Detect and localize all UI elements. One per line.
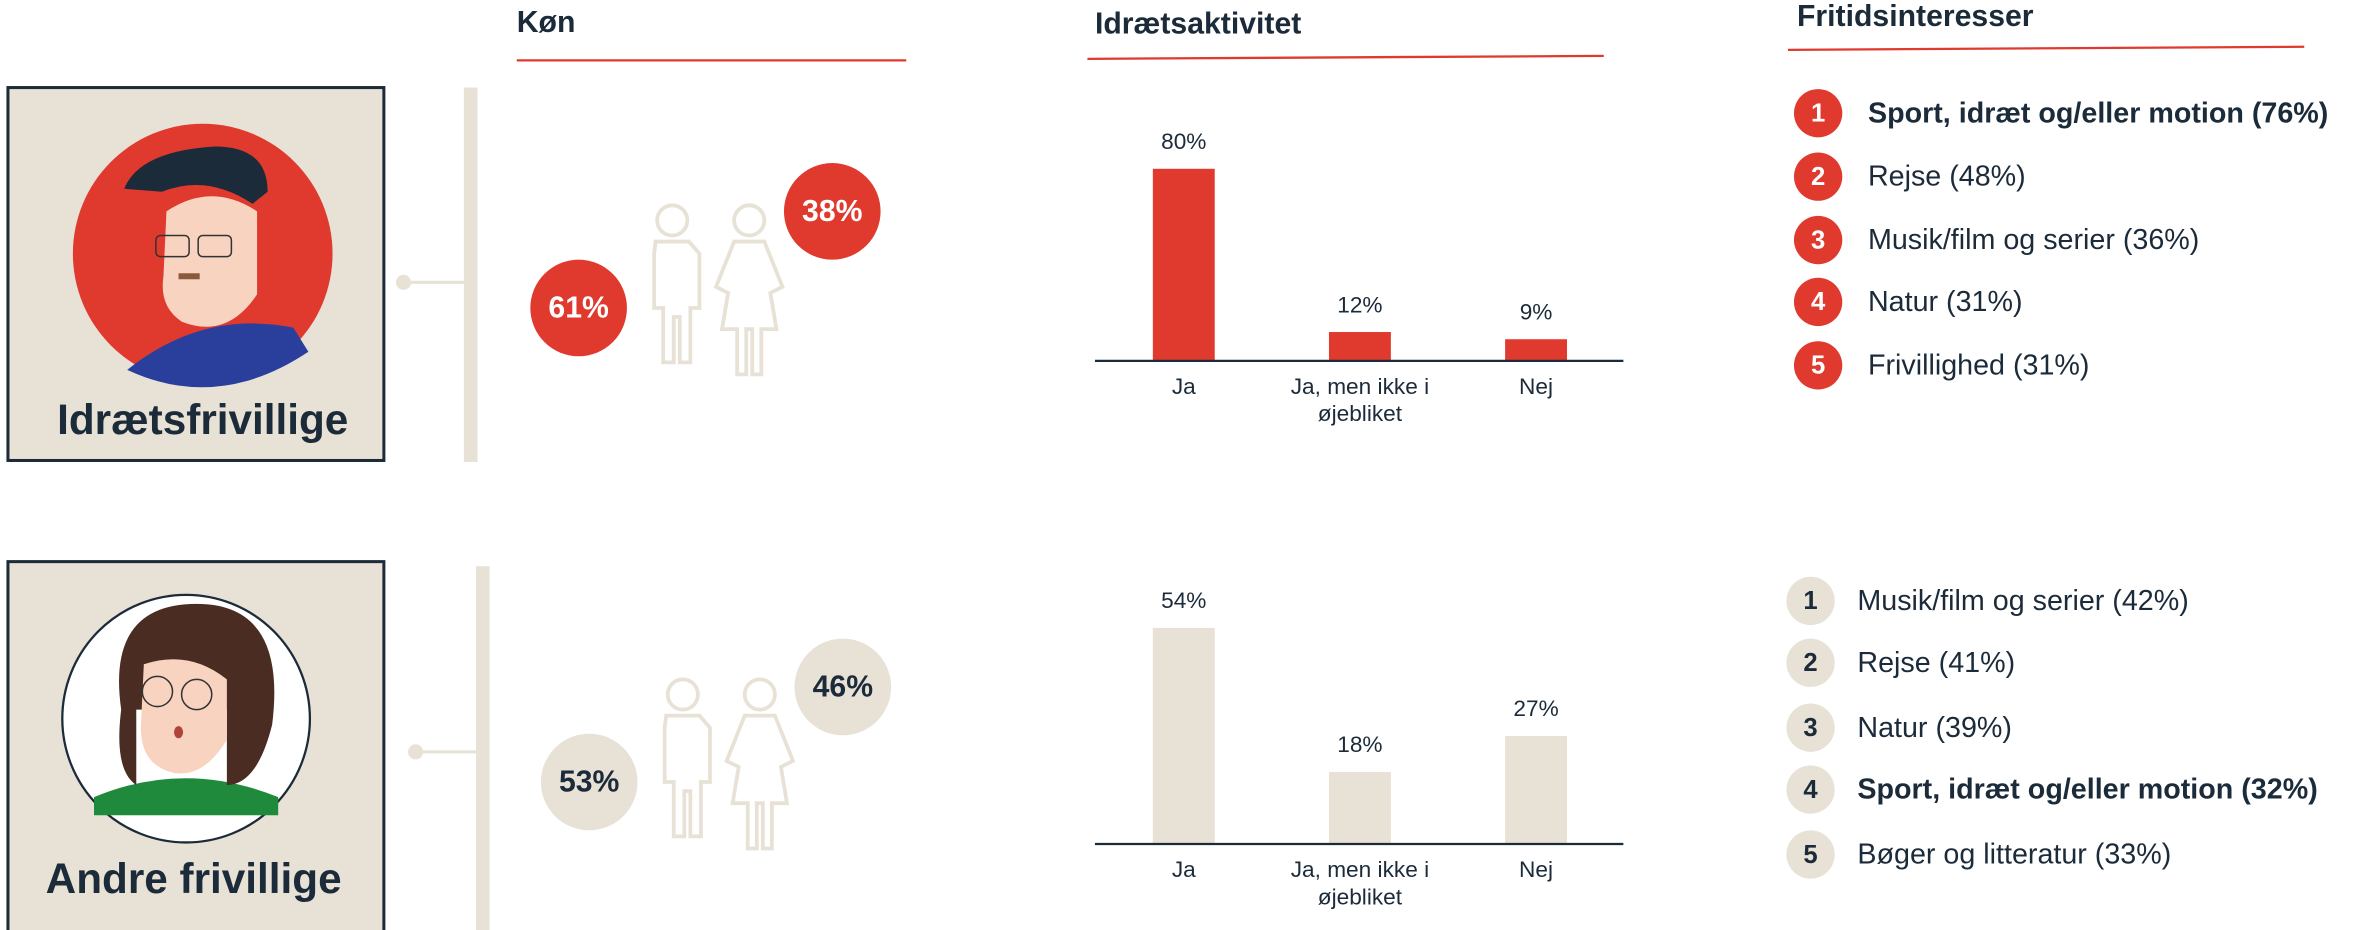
interest-item: Frivillighed (31%) bbox=[1868, 349, 2089, 381]
value-label: 18% bbox=[1337, 732, 1382, 757]
gender-share: 46% bbox=[813, 670, 874, 703]
gender-share: 61% bbox=[548, 291, 609, 324]
bar bbox=[1505, 339, 1567, 361]
header-gender: Køn bbox=[517, 6, 576, 39]
interest-item: Rejse (48%) bbox=[1868, 161, 2026, 193]
rank-number: 5 bbox=[1811, 352, 1825, 380]
value-label: 12% bbox=[1337, 292, 1382, 317]
value-label: 54% bbox=[1161, 588, 1206, 613]
value-label: 27% bbox=[1513, 696, 1558, 721]
interest-item: Natur (39%) bbox=[1857, 712, 2012, 744]
category-label: Ja bbox=[1093, 858, 1274, 885]
interest-item: Sport, idræt og/eller motion (32%) bbox=[1857, 774, 2317, 806]
x-tick-label: Nej bbox=[1445, 858, 1626, 918]
group-label: Andre frivillige bbox=[46, 855, 342, 902]
bar bbox=[1329, 772, 1391, 844]
x-tick-label: Ja, men ikke i øjebliket bbox=[1269, 858, 1450, 918]
divider bbox=[476, 566, 490, 930]
interest-item: Bøger og litteratur (33%) bbox=[1857, 839, 2171, 871]
bar bbox=[1329, 332, 1391, 361]
rank-number: 1 bbox=[1811, 100, 1825, 128]
rank-number: 4 bbox=[1803, 776, 1818, 804]
category-label: Ja, men ikke i øjebliket bbox=[1269, 374, 1450, 428]
rank-number: 4 bbox=[1811, 288, 1826, 316]
rank-number: 1 bbox=[1803, 587, 1817, 615]
interest-item: Musik/film og serier (36%) bbox=[1868, 224, 2199, 256]
divider bbox=[464, 88, 478, 462]
value-label: 9% bbox=[1520, 300, 1553, 325]
interest-item: Natur (31%) bbox=[1868, 286, 2023, 318]
page: Køn Idrætsaktivitet Fritidsinteresser Id… bbox=[0, 0, 2356, 930]
x-tick-label: Ja, men ikke i øjebliket bbox=[1269, 374, 1450, 434]
category-label: Nej bbox=[1445, 858, 1626, 885]
header-rule bbox=[1788, 47, 2304, 50]
bar bbox=[1505, 736, 1567, 844]
value-label: 80% bbox=[1161, 129, 1206, 154]
interest-item: Rejse (41%) bbox=[1857, 647, 2015, 679]
bar bbox=[1153, 169, 1215, 361]
rank-number: 3 bbox=[1811, 226, 1825, 254]
rank-number: 3 bbox=[1803, 714, 1817, 742]
rank-number: 2 bbox=[1811, 163, 1825, 191]
gender-share: 38% bbox=[802, 195, 863, 228]
x-tick-label: Ja bbox=[1093, 858, 1274, 918]
rank-number: 5 bbox=[1803, 841, 1817, 869]
category-label: Ja, men ikke i øjebliket bbox=[1269, 858, 1450, 912]
group-label: Idrætsfrivillige bbox=[57, 396, 348, 443]
gender-icons bbox=[665, 679, 793, 848]
header-interests: Fritidsinteresser bbox=[1797, 0, 2034, 33]
category-label: Ja bbox=[1093, 374, 1274, 401]
gender-icons bbox=[654, 205, 782, 374]
rank-number: 2 bbox=[1803, 649, 1817, 677]
x-tick-label: Ja bbox=[1093, 374, 1274, 434]
header-activity: Idrætsaktivitet bbox=[1095, 8, 1301, 41]
x-tick-label: Nej bbox=[1445, 374, 1626, 434]
bar bbox=[1153, 628, 1215, 844]
category-label: Nej bbox=[1445, 374, 1626, 401]
gender-share: 53% bbox=[559, 766, 620, 799]
infographic: Køn Idrætsaktivitet Fritidsinteresser Id… bbox=[0, 0, 2356, 930]
interest-item: Musik/film og serier (42%) bbox=[1857, 585, 2188, 617]
avatar bbox=[62, 595, 310, 843]
header-rule bbox=[1087, 56, 1603, 59]
interest-item: Sport, idræt og/eller motion (76%) bbox=[1868, 97, 2328, 129]
